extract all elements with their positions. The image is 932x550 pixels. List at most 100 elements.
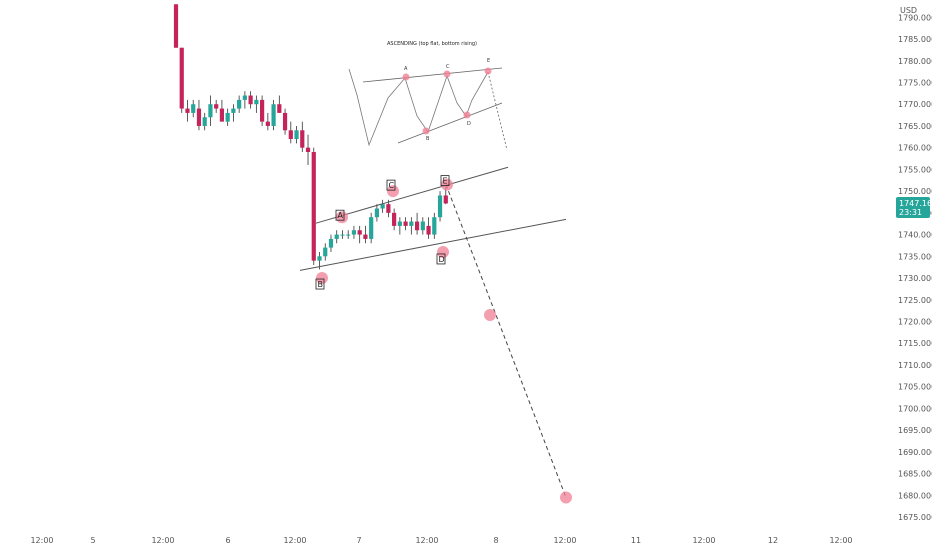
candle-body xyxy=(282,112,288,131)
y-tick-label: 1720.000 xyxy=(898,317,932,326)
y-tick-label: 1790.000 xyxy=(898,13,932,22)
x-tick-label: 12 xyxy=(768,536,778,545)
candle-body xyxy=(237,99,242,109)
y-tick-label: 1780.000 xyxy=(898,57,932,66)
candles-layer xyxy=(173,4,448,270)
candle-body xyxy=(305,147,311,153)
inset-label: D xyxy=(467,121,471,127)
wave-label: B xyxy=(318,280,324,289)
y-tick-label: 1760.000 xyxy=(898,144,932,153)
candle-body xyxy=(185,108,190,113)
x-tick-label: 12:00 xyxy=(415,536,438,545)
x-tick-label: 7 xyxy=(356,536,361,545)
y-tick-label: 1730.000 xyxy=(898,274,932,283)
x-tick-label: 8 xyxy=(493,536,498,545)
current-price-box: 1747.165 23:31 xyxy=(896,197,932,218)
candle-body xyxy=(340,234,345,236)
candle-body xyxy=(317,256,322,261)
y-tick-label: 1765.000 xyxy=(898,122,932,131)
price-axis[interactable]: USD 1790.000 1785.000 1780.000 1775.000 1770… xyxy=(898,6,932,522)
wave-label-box xyxy=(315,278,325,290)
wave-marker xyxy=(387,185,399,198)
x-tick-label: 12:00 xyxy=(151,536,174,545)
candle-body xyxy=(254,99,259,105)
inset-wave-path xyxy=(348,68,489,147)
wave-label-box xyxy=(386,179,396,191)
markers-layer: A B C D E xyxy=(315,175,572,504)
candle-body xyxy=(294,130,299,139)
y-tick-label: 1680.000 xyxy=(898,491,932,500)
wave-marker xyxy=(316,272,328,285)
candle-body xyxy=(214,104,219,109)
candle-body xyxy=(443,195,448,204)
x-tick-label: 12:00 xyxy=(692,536,715,545)
candle-body xyxy=(357,230,362,235)
candle-body xyxy=(403,221,408,226)
current-price-box-bg xyxy=(896,197,930,218)
candle-body xyxy=(231,108,236,113)
wave-label: E xyxy=(443,177,448,186)
y-tick-label: 1735.000 xyxy=(898,252,932,261)
projection-dashed-line xyxy=(445,184,567,498)
y-tick-label: 1775.000 xyxy=(898,79,932,88)
y-tick-label: 1705.000 xyxy=(898,383,932,392)
candle-body xyxy=(334,234,339,239)
candle-body xyxy=(202,117,207,126)
candle-body xyxy=(409,221,414,226)
candle-body xyxy=(346,234,351,236)
candle-body xyxy=(191,104,196,113)
candle-body xyxy=(363,234,368,239)
countdown-value: 23:31 xyxy=(899,208,922,217)
candle-body xyxy=(351,230,357,235)
candle-body xyxy=(311,152,316,261)
y-tick-label: 1685.000 xyxy=(898,470,932,479)
inset-bottom-line xyxy=(397,102,503,144)
candle-body xyxy=(277,104,282,113)
x-tick-label: 11 xyxy=(631,536,641,545)
x-tick-label: 5 xyxy=(90,536,95,545)
wave-label: D xyxy=(439,255,445,264)
candle-body xyxy=(369,217,374,239)
inset-label: B xyxy=(426,136,430,142)
candle-body xyxy=(323,247,328,257)
upper-trendline xyxy=(315,166,509,224)
inset-top-line xyxy=(362,67,503,83)
x-tick-label: 12:00 xyxy=(829,536,852,545)
wave-label: A xyxy=(338,211,344,220)
inset-title: ASCENDING (top flat, bottom rising) xyxy=(387,41,477,47)
candle-body xyxy=(386,204,391,213)
candle-body xyxy=(248,95,253,105)
candle-body xyxy=(397,221,402,226)
wave-label-box xyxy=(335,209,345,221)
x-tick-label: 12:00 xyxy=(553,536,576,545)
y-tick-label: 1770.000 xyxy=(898,100,932,109)
candle-body xyxy=(380,204,385,209)
projection-marker xyxy=(560,491,572,504)
wave-label-box xyxy=(436,253,446,265)
inset-marker xyxy=(422,127,430,135)
wave-marker xyxy=(437,245,449,258)
x-tick-label: 6 xyxy=(225,536,230,545)
y-tick-label: 1710.000 xyxy=(898,361,932,370)
y-tick-label: 1785.000 xyxy=(898,35,932,44)
candle-body xyxy=(426,225,431,235)
time-axis[interactable]: 12:00 5 12:00 6 12:00 7 12:00 8 12:00 11 12:00 12 12… xyxy=(30,536,852,545)
wave-label: C xyxy=(389,181,395,190)
inset-marker xyxy=(484,67,492,75)
x-tick-label: 12:00 xyxy=(283,536,306,545)
candle-body xyxy=(173,4,179,48)
inset-marker xyxy=(463,111,471,119)
y-tick-label: 1675.000 xyxy=(898,513,932,522)
inset-label: A xyxy=(404,66,408,72)
inset-marker xyxy=(443,70,451,78)
candle-body xyxy=(225,112,230,122)
candle-body xyxy=(392,212,397,226)
inset-marker xyxy=(402,73,410,81)
projection-marker xyxy=(484,308,496,321)
candle-body xyxy=(420,221,425,231)
wave-label-box xyxy=(440,175,450,187)
y-tick-label: 1755.000 xyxy=(898,165,932,174)
inset-projection xyxy=(487,71,508,151)
candle-body xyxy=(288,130,293,139)
